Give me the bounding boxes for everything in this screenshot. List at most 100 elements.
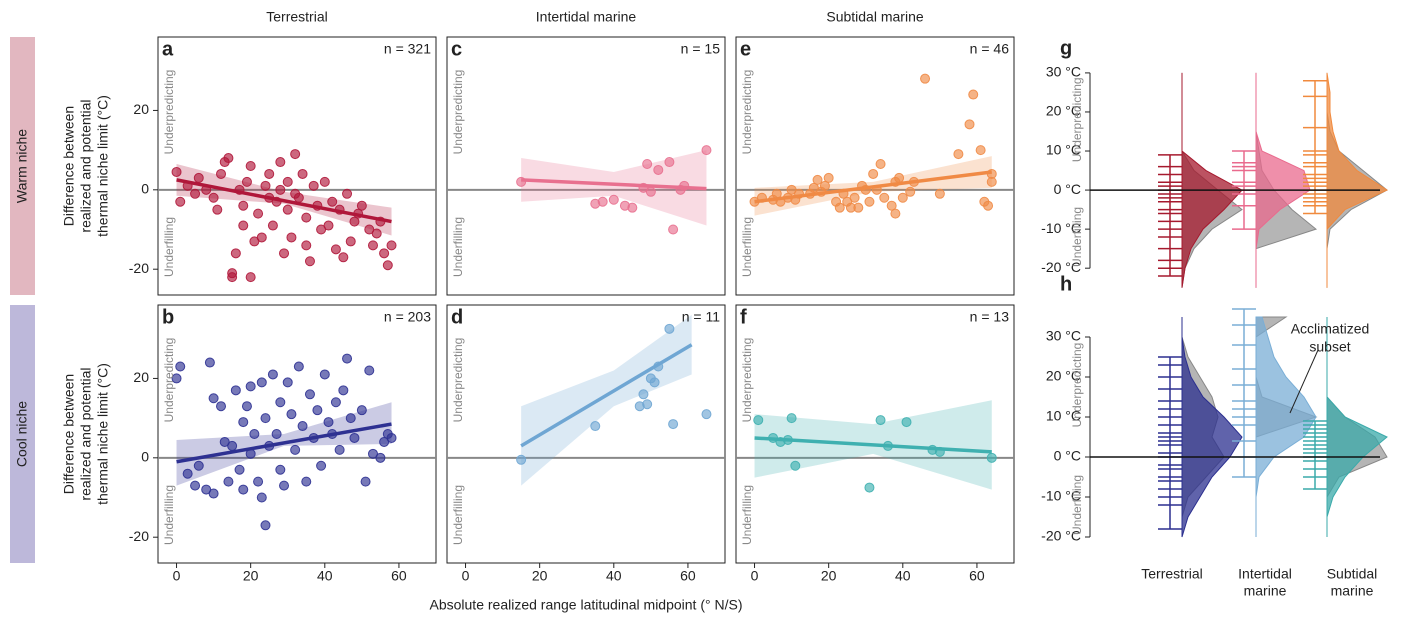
direction-label: Underpredicting [1070,343,1084,428]
point [238,417,249,428]
point [208,192,219,203]
y-tick-label: 30 °C [1046,64,1081,80]
point [975,145,986,156]
fit-line [176,422,392,464]
y-tick-label: -20 [129,528,149,544]
point [256,492,267,503]
point [245,161,256,171]
point [905,186,916,197]
row-band [10,305,35,563]
point [267,220,278,231]
point [356,200,367,211]
point [290,444,301,455]
point [319,369,330,380]
point [627,202,638,213]
group-label: marine [1244,583,1287,599]
point [216,401,227,412]
annotation-leader [1289,349,1319,414]
point [304,389,315,400]
point [330,244,341,255]
x-axis-label: Absolute realized range latitudinal midp… [430,597,743,613]
point [245,381,256,392]
y-tick-label: -10 °C [1041,220,1081,236]
point [275,157,286,168]
point [642,159,653,170]
y-tick-label: -20 [129,260,149,276]
panel-letter: f [740,306,747,328]
point [638,389,649,400]
realized-density [1326,72,1389,288]
y-tick-label: 30 °C [1046,328,1081,344]
x-tick-label: 20 [821,568,837,584]
point [934,188,945,199]
realized-density [1181,72,1243,288]
y-tick-label: -20 °C [1041,528,1081,544]
point [338,252,349,263]
point [371,228,382,239]
point [875,415,886,426]
point [890,208,901,219]
y-tick-label: 10 °C [1046,142,1081,158]
point [964,119,975,130]
plot-frame [735,304,1015,564]
realized-density [1181,317,1243,538]
point [238,220,249,231]
direction-label: Underpredicting [162,338,176,423]
direction-label: Underfilling [740,485,754,545]
point [304,256,315,267]
point [256,232,267,243]
point [204,357,215,368]
y-tick-label: 0 [141,181,149,197]
point [249,429,260,439]
point [664,323,675,334]
x-tick-label: 60 [969,568,985,584]
point [308,180,319,191]
point [301,476,312,487]
row-band [10,37,35,295]
point [330,397,341,408]
fit-line [521,178,707,191]
point [256,377,267,388]
point [171,373,182,384]
point [382,260,393,271]
point [886,200,897,211]
direction-label: Underfilling [162,485,176,545]
point [345,236,356,247]
point [241,401,252,412]
realized-density [1326,317,1388,537]
y-tick-label: 20 [133,101,149,117]
point [193,460,204,471]
point [823,172,834,183]
point [516,454,527,465]
direction-label: Underfilling [451,485,465,545]
direction-label: Underfilling [162,217,176,277]
confidence-band [521,314,692,486]
point [386,240,397,251]
x-tick-label: 40 [606,568,622,584]
x-tick-label: 40 [317,568,333,584]
point [668,419,679,430]
point [812,174,823,185]
point [316,460,327,471]
panel-letter: e [740,38,751,60]
y-tick-label: -10 °C [1041,488,1081,504]
point [349,216,360,227]
point [864,196,875,207]
point [282,204,293,215]
point [301,212,312,223]
point [286,409,297,420]
x-tick-label: 0 [173,568,181,584]
point [649,377,660,388]
point [342,353,353,364]
y-tick-label: 0 °C [1054,181,1081,197]
point [920,73,931,84]
sample-size: n = 203 [384,309,431,325]
annotation: subset [1309,339,1350,355]
point [597,196,608,207]
column-title: Intertidal marine [536,9,637,25]
point [701,145,712,156]
group-label: Intertidal [1238,566,1292,582]
point [293,361,304,372]
realized-density [1255,316,1317,537]
point [267,369,278,380]
